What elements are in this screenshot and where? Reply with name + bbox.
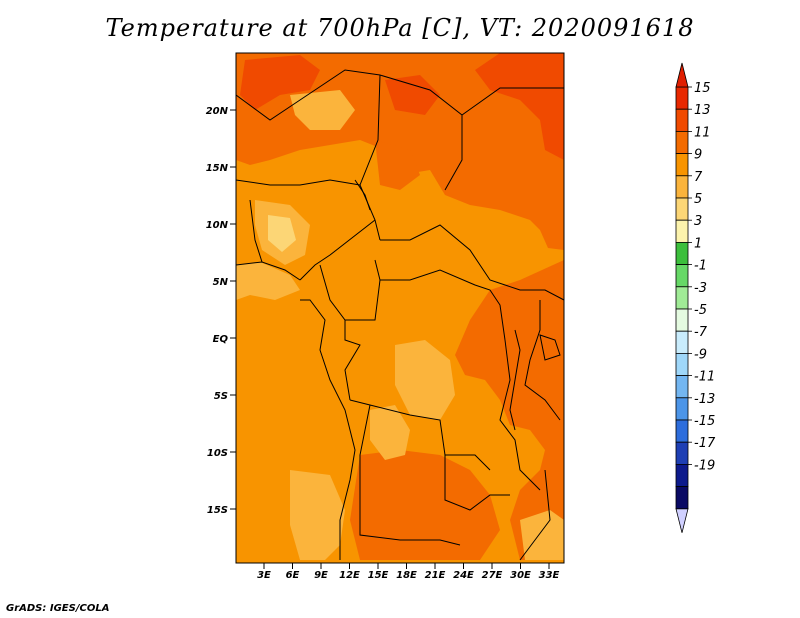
colorbar-swatch	[675, 130, 689, 154]
colorbar-swatch	[675, 330, 689, 354]
colorbar-swatch	[675, 486, 689, 510]
lon-label: 12E	[339, 570, 360, 581]
lon-label: 15E	[368, 570, 389, 581]
lake-chad	[354, 179, 371, 211]
border-car-sudan	[380, 224, 564, 301]
lat-label: 5S	[214, 391, 228, 402]
colorbar-label: 7	[694, 170, 703, 185]
colorbar-swatch	[675, 352, 689, 376]
border-mozambique	[519, 469, 551, 561]
lake-tanganyika	[509, 329, 521, 431]
border-angola	[359, 404, 461, 546]
border-zambia	[444, 455, 510, 511]
lon-label: 27E	[482, 570, 503, 581]
coastline-west	[300, 299, 356, 560]
colorbar-label: 13	[694, 103, 711, 118]
field-region-hot-northeast	[475, 53, 564, 160]
field-region-cool-central	[395, 340, 455, 420]
map-frame	[235, 52, 565, 564]
colorbar-label: -19	[694, 458, 715, 473]
colorbar-label: -3	[694, 281, 707, 296]
lon-label: 9E	[314, 570, 328, 581]
colorbar-swatch	[675, 175, 689, 199]
field-region-south-11to13	[350, 450, 500, 560]
colorbar-label: -15	[694, 414, 715, 429]
colorbar-label: -11	[694, 370, 715, 385]
colorbar-label: -9	[694, 347, 707, 362]
colorbar-swatch	[675, 241, 689, 265]
border-sahel	[236, 179, 361, 186]
colorbar-label: 3	[694, 214, 702, 229]
lat-label: EQ	[213, 334, 229, 345]
field-region-cool-southeast	[520, 510, 564, 560]
field-region-cool-south	[370, 405, 410, 460]
field-region-hot-north	[385, 75, 440, 115]
colorbar: 15 13 11 9 7 5 3 1 -1 -3 -5 -7 -9 -11 -13 -15 -17 -19	[675, 62, 716, 533]
field-region-cool-southwest	[290, 470, 345, 560]
border-gabon-congo	[344, 320, 361, 401]
colorbar-over-arrow	[675, 62, 689, 88]
colorbar-swatch	[675, 441, 689, 465]
lon-label: 6E	[286, 570, 300, 581]
colorbar-label: 9	[694, 148, 702, 163]
colorbar-swatch	[675, 264, 689, 288]
chart-title: Temperature at 700hPa [C], VT: 202009161…	[105, 14, 695, 42]
colorbar-swatch	[675, 197, 689, 221]
lake-victoria	[539, 334, 561, 361]
border-libya-egypt	[461, 87, 564, 116]
colorbar-label: -7	[694, 325, 708, 340]
lon-label: 18E	[396, 570, 417, 581]
colorbar-swatch	[675, 153, 689, 177]
lat-label: 20N	[206, 106, 229, 117]
colorbar-swatch	[675, 86, 689, 110]
colorbar-label: -17	[694, 436, 716, 451]
lat-axis: 20N 15N 10N 5N EQ 5S 10S 15S	[206, 106, 236, 516]
lon-label: 33E	[539, 570, 560, 581]
lon-axis: 3E 6E 9E 12E 15E 18E 21E 24E 27E 30E 33E	[257, 563, 560, 581]
lon-label: 30E	[510, 570, 531, 581]
colorbar-label: 11	[694, 125, 711, 140]
colorbar-swatch	[675, 308, 689, 332]
border-cameroon	[319, 259, 381, 321]
colorbar-under-arrow	[675, 508, 689, 533]
colorbar-swatch	[675, 397, 689, 421]
border-nigeria-cameroon	[299, 219, 376, 281]
colorbar-swatch	[675, 463, 689, 487]
colorbar-swatch	[675, 419, 689, 443]
colorbar-label: -5	[694, 303, 707, 318]
lat-label: 5N	[213, 277, 229, 288]
lat-label: 10N	[206, 220, 229, 231]
colorbar-label: -13	[694, 392, 715, 407]
lat-label: 15N	[206, 163, 229, 174]
grads-credit: GrADS: IGES/COLA	[6, 603, 110, 614]
lat-label: 15S	[207, 505, 228, 516]
border-west	[249, 199, 263, 263]
field-region-hot-northwest	[240, 55, 320, 110]
lon-label: 3E	[257, 570, 271, 581]
lon-label: 21E	[425, 570, 446, 581]
border-drc-east	[499, 339, 541, 491]
field-region-cool-west	[236, 262, 300, 300]
colorbar-label: 15	[694, 81, 711, 96]
field-region-cool-north	[290, 90, 355, 130]
lat-label: 10S	[207, 448, 228, 459]
field-region-coolest-spot	[268, 215, 296, 252]
border-east-lakes	[524, 300, 561, 421]
colorbar-label: 1	[694, 236, 702, 251]
border-gulf-coast	[236, 261, 301, 281]
border-car-drc	[380, 269, 506, 341]
colorbar-swatch	[675, 108, 689, 132]
field-region-central-11to13	[375, 140, 420, 190]
colorbar-swatch	[675, 219, 689, 243]
lon-label: 24E	[453, 570, 474, 581]
country-boundaries	[236, 69, 564, 561]
colorbar-label: 5	[694, 192, 702, 207]
temperature-field	[236, 53, 564, 563]
colorbar-swatch	[675, 286, 689, 310]
colorbar-label: -1	[694, 259, 707, 274]
colorbar-swatch	[675, 375, 689, 399]
